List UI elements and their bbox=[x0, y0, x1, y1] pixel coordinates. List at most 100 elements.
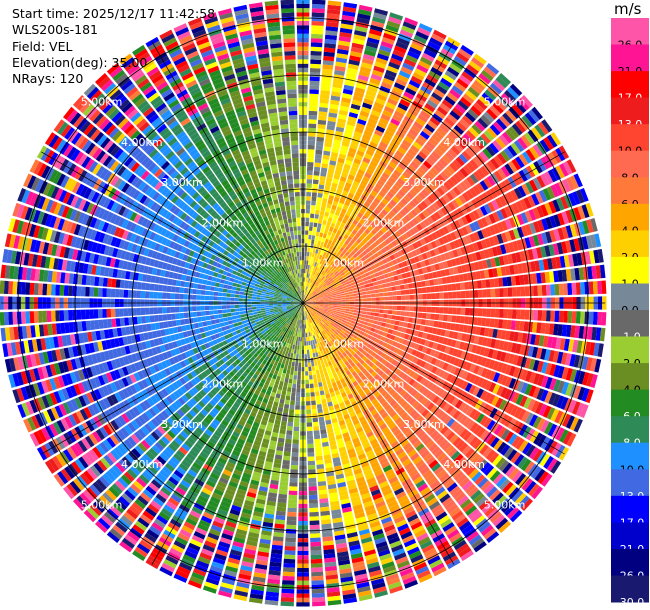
ppi-gate bbox=[319, 368, 324, 374]
ppi-gate bbox=[357, 289, 362, 293]
ppi-gate bbox=[443, 292, 449, 299]
ppi-gate bbox=[371, 305, 376, 309]
ppi-gate bbox=[401, 306, 406, 311]
ppi-gate bbox=[413, 121, 424, 130]
ppi-gate bbox=[374, 262, 380, 268]
ppi-gate bbox=[309, 383, 314, 389]
ppi-gate bbox=[369, 141, 378, 149]
ppi-gate bbox=[338, 36, 351, 43]
ppi-gate bbox=[362, 304, 368, 308]
ppi-gate bbox=[334, 278, 340, 283]
ppi-gate bbox=[314, 286, 318, 291]
ppi-gate bbox=[449, 175, 459, 186]
ppi-gate bbox=[417, 27, 431, 37]
ppi-gate bbox=[286, 426, 293, 431]
ppi-gate bbox=[337, 44, 350, 51]
ppi-gate bbox=[504, 163, 514, 175]
ppi-gate bbox=[293, 426, 300, 432]
ppi-gate bbox=[348, 59, 360, 66]
ppi-gate bbox=[324, 142, 332, 148]
ppi-gate bbox=[311, 567, 323, 573]
ppi-gate bbox=[314, 253, 318, 258]
ppi-gate bbox=[308, 230, 313, 236]
ppi-gate bbox=[419, 238, 427, 246]
ppi-gate bbox=[363, 259, 369, 265]
ppi-gate bbox=[314, 442, 322, 448]
ppi-gate bbox=[341, 237, 347, 243]
ppi-gate bbox=[355, 82, 367, 90]
ppi-gate bbox=[380, 113, 391, 122]
ppi-gate bbox=[316, 283, 321, 288]
ppi-gate bbox=[314, 361, 318, 366]
ppi-gate bbox=[360, 225, 367, 232]
ppi-gate bbox=[454, 197, 463, 207]
ppi-gate bbox=[305, 204, 311, 210]
ppi-gate bbox=[456, 291, 462, 299]
ppi-gate bbox=[327, 259, 332, 265]
ppi-gate bbox=[409, 228, 416, 236]
ppi-gate bbox=[310, 38, 323, 43]
ppi-gate bbox=[474, 120, 486, 132]
ppi-gate bbox=[332, 300, 338, 303]
ppi-gate bbox=[311, 290, 315, 294]
ppi-gate bbox=[318, 386, 324, 392]
ppi-gate bbox=[311, 290, 316, 295]
ppi-gate bbox=[330, 99, 340, 106]
ppi-gate bbox=[324, 267, 329, 273]
ppi-gate bbox=[341, 274, 347, 279]
ppi-gate bbox=[306, 200, 311, 205]
ppi-gate bbox=[295, 396, 301, 402]
ppi-gate bbox=[486, 289, 491, 298]
ppi-gate bbox=[308, 345, 312, 350]
ppi-gate bbox=[303, 281, 305, 286]
ppi-gate bbox=[339, 31, 352, 38]
ppi-gate bbox=[354, 215, 361, 222]
ppi-gate bbox=[282, 580, 295, 585]
ppi-gate bbox=[310, 295, 314, 299]
ppi-gate bbox=[375, 183, 383, 190]
ppi-gate bbox=[314, 240, 318, 245]
ppi-gate bbox=[312, 597, 326, 603]
ppi-gate bbox=[464, 281, 470, 290]
ppi-gate bbox=[377, 229, 384, 236]
ppi-gate bbox=[337, 274, 342, 279]
ppi-gate bbox=[344, 245, 350, 251]
ppi-gate bbox=[345, 124, 355, 131]
ppi-gate bbox=[303, 328, 306, 333]
ppi-gate bbox=[306, 170, 313, 176]
ppi-gate bbox=[342, 254, 347, 260]
ppi-gate bbox=[358, 9, 372, 16]
ppi-gate bbox=[358, 114, 368, 122]
ppi-gate bbox=[345, 230, 352, 236]
ppi-gate bbox=[411, 173, 421, 182]
ppi-gate bbox=[392, 114, 403, 123]
ppi-gate bbox=[456, 139, 467, 150]
ppi-gate bbox=[323, 229, 329, 235]
ppi-gate bbox=[405, 306, 410, 311]
ppi-gate bbox=[323, 272, 328, 277]
ppi-gate bbox=[423, 160, 432, 170]
ppi-gate bbox=[489, 142, 500, 154]
ppi-gate bbox=[314, 294, 319, 298]
ppi-gate bbox=[316, 399, 322, 405]
ppi-gate bbox=[364, 253, 370, 260]
ppi-gate bbox=[322, 219, 327, 225]
ppi-gate bbox=[329, 265, 334, 271]
ppi-gate bbox=[343, 233, 349, 240]
ppi-gate bbox=[322, 159, 329, 165]
ppi-gate bbox=[310, 63, 321, 69]
ppi-gate bbox=[481, 317, 487, 327]
ppi-gate bbox=[311, 200, 316, 206]
ppi-gate bbox=[408, 317, 414, 323]
ppi-gate bbox=[378, 236, 385, 243]
ppi-gate bbox=[292, 443, 299, 449]
ppi-gate bbox=[306, 401, 311, 406]
ppi-gate bbox=[381, 137, 390, 145]
ppi-gate bbox=[486, 127, 498, 139]
ppi-gate bbox=[297, 371, 301, 376]
ppi-gate bbox=[306, 405, 311, 410]
ppi-gate bbox=[310, 357, 314, 363]
ppi-gate bbox=[318, 485, 327, 491]
ppi-gate bbox=[318, 219, 323, 224]
ppi-gate bbox=[442, 284, 448, 292]
